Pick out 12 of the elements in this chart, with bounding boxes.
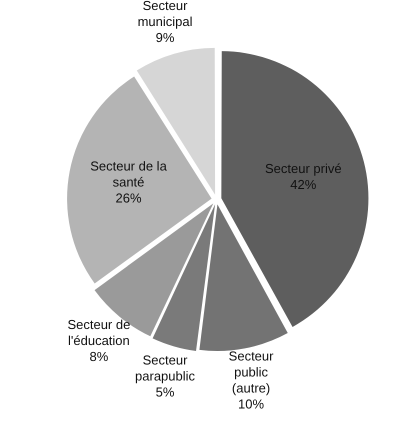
slice-label: Secteur public (autre) — [228, 348, 274, 396]
data-label: 9% — [156, 30, 175, 45]
slice-label: Secteur parapublic — [135, 352, 196, 384]
slice-label: Secteur privé — [264, 160, 342, 176]
slice-label: Secteur de l'éducation — [67, 317, 130, 348]
data-label: 26% — [115, 190, 142, 206]
data-label: 8% — [89, 349, 109, 364]
slice-label: Secteur de la santé — [90, 158, 168, 190]
data-label: 10% — [238, 396, 265, 412]
data-label: 42% — [290, 176, 317, 192]
data-label: 5% — [156, 384, 175, 400]
slice-label: Secteur municipal — [138, 0, 193, 29]
